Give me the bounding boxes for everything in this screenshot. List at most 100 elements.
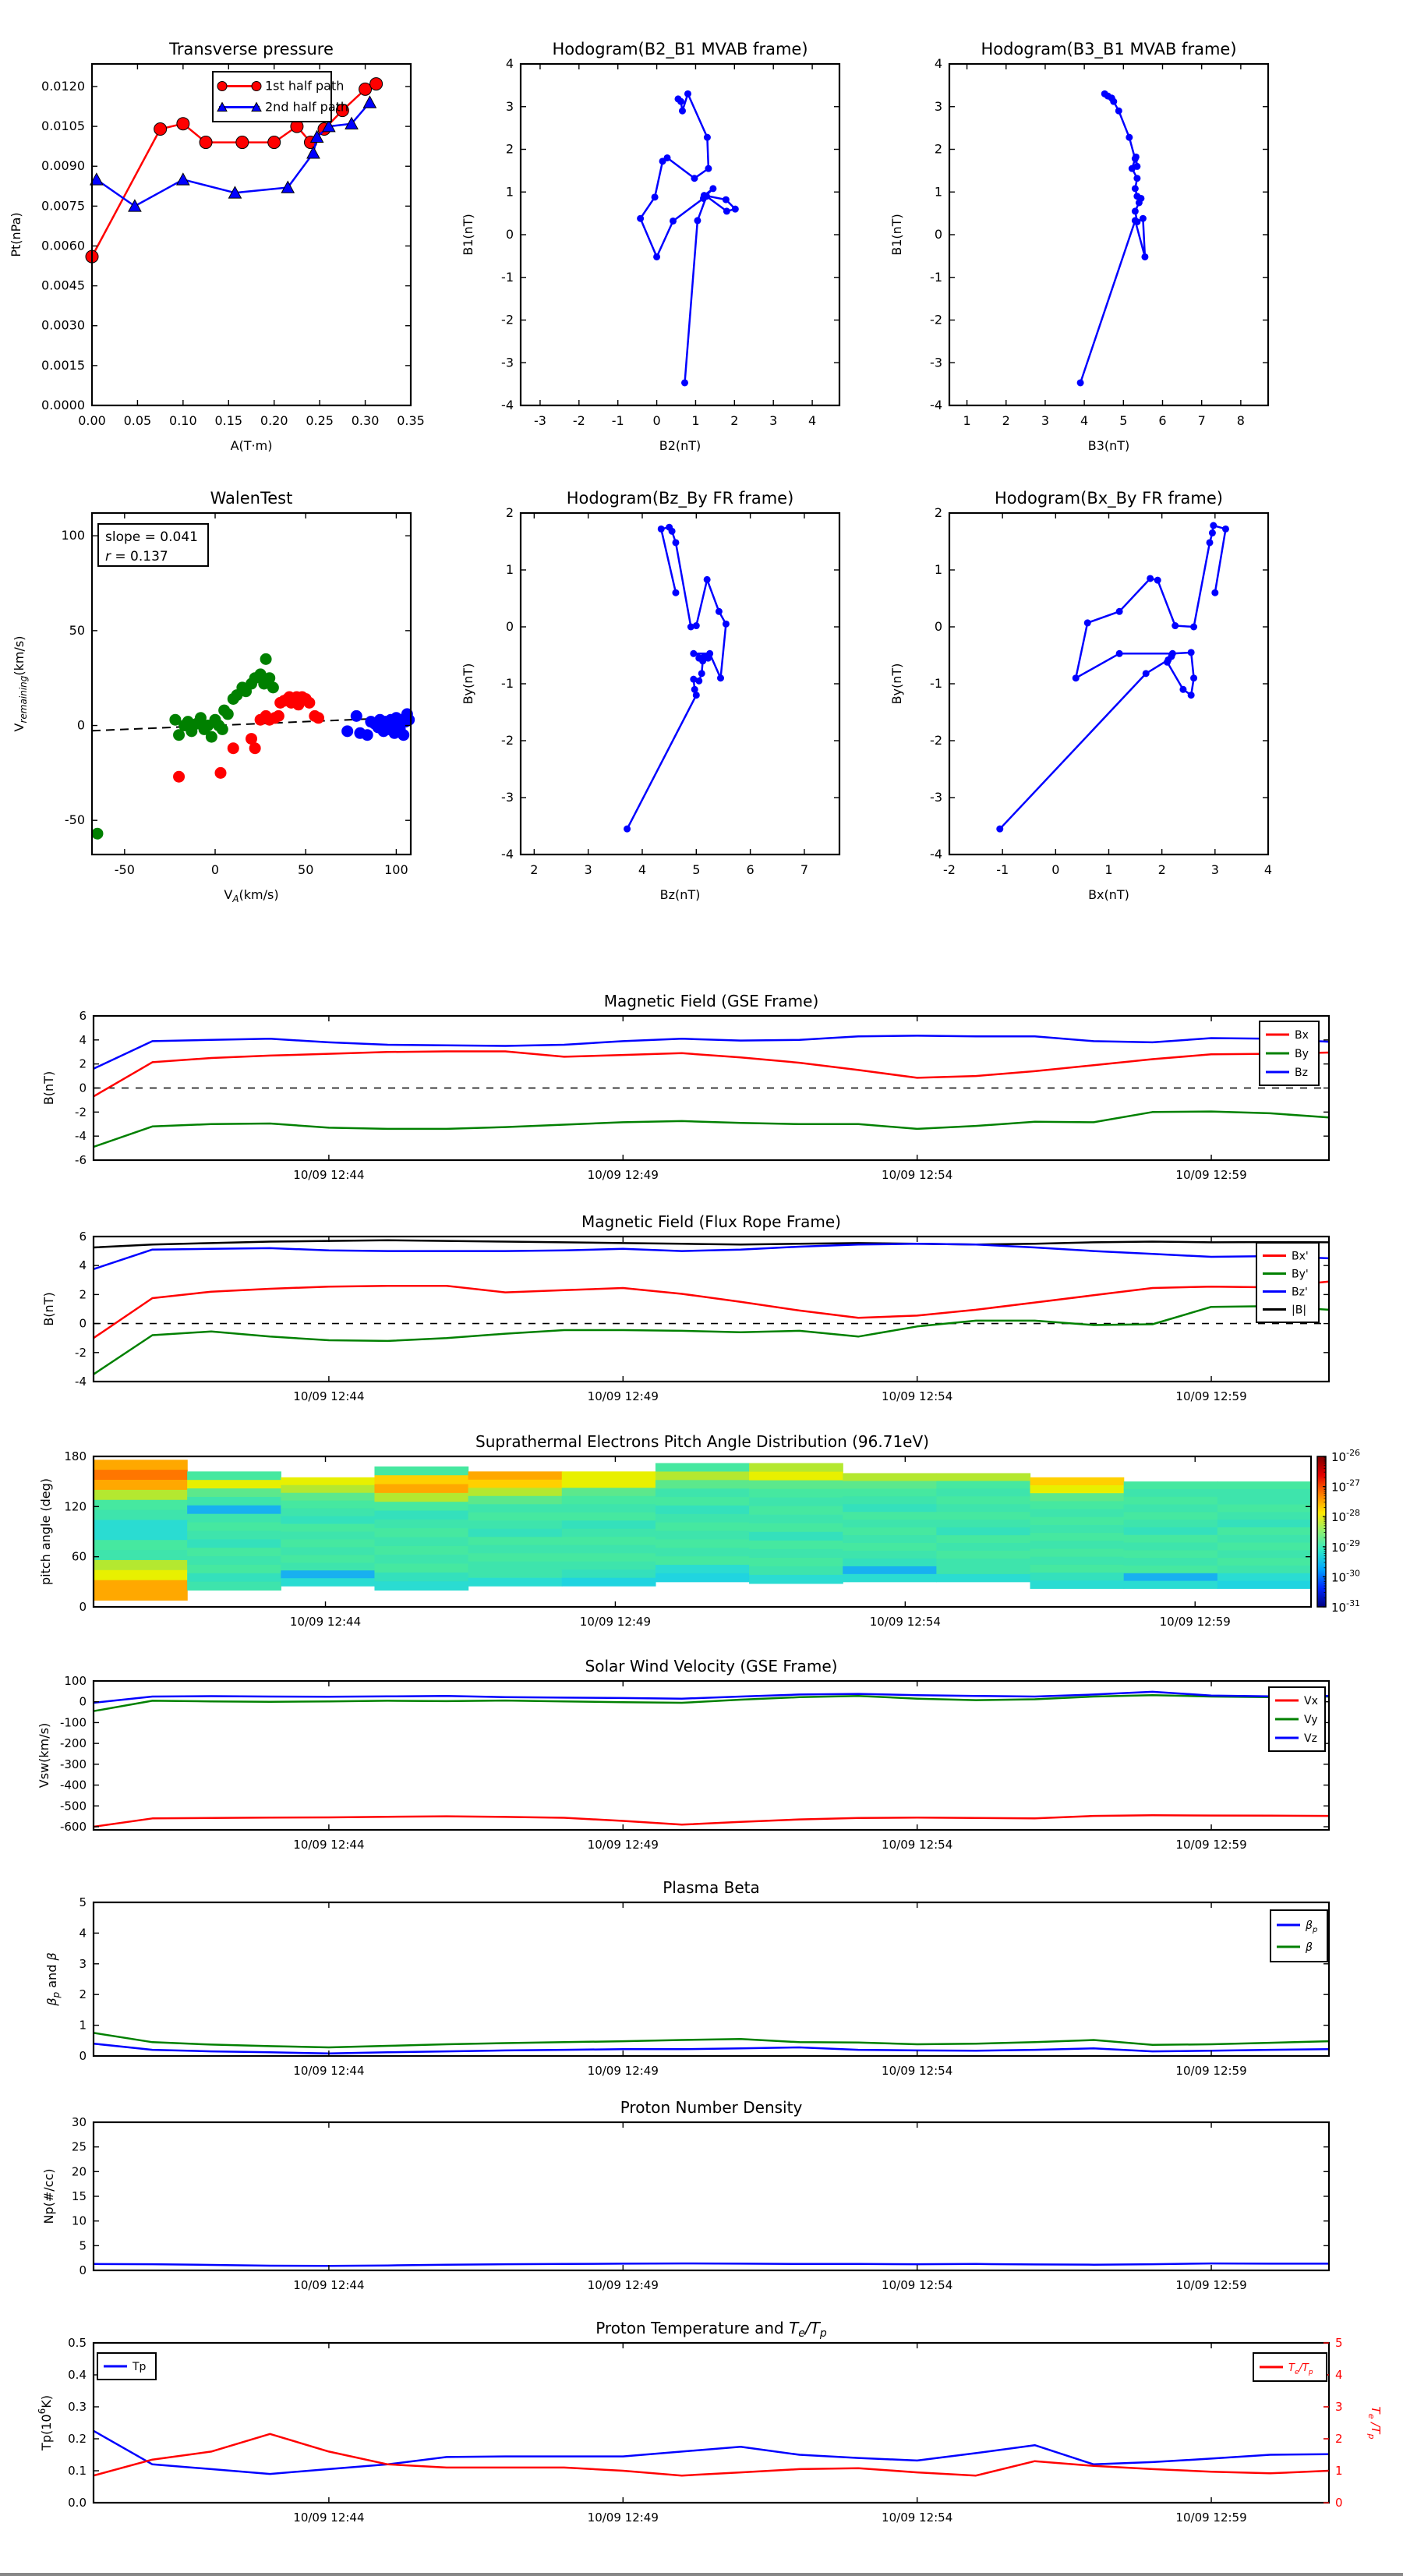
svg-text:Bx': Bx' bbox=[1292, 1251, 1309, 1263]
heatmap-cell bbox=[1123, 1558, 1218, 1566]
svg-text:10/09 12:44: 10/09 12:44 bbox=[293, 1389, 364, 1403]
heatmap-cell bbox=[655, 1573, 750, 1583]
heatmap-cell bbox=[94, 1540, 188, 1551]
svg-text:10-26: 10-26 bbox=[1331, 1448, 1360, 1464]
svg-text:0: 0 bbox=[79, 2049, 87, 2063]
heatmap-cell bbox=[1217, 1512, 1312, 1520]
heatmap-cell bbox=[1217, 1573, 1312, 1582]
svg-text:0: 0 bbox=[211, 862, 219, 877]
svg-text:2: 2 bbox=[1002, 413, 1010, 428]
heatmap-cell bbox=[1030, 1533, 1125, 1541]
svg-text:0.0090: 0.0090 bbox=[41, 158, 85, 173]
svg-text:180: 180 bbox=[64, 1449, 87, 1463]
heatmap-cell bbox=[281, 1508, 376, 1517]
series-markers-B3_B1 path bbox=[1076, 90, 1149, 387]
svg-text:4: 4 bbox=[1080, 413, 1088, 428]
svg-text:100: 100 bbox=[384, 862, 408, 877]
svg-text:4: 4 bbox=[1264, 862, 1272, 877]
heatmap-cell bbox=[94, 1520, 188, 1530]
heatmap-cell bbox=[94, 1590, 188, 1601]
heatmap-cell bbox=[1123, 1488, 1218, 1498]
heatmap-cell bbox=[655, 1565, 750, 1574]
heatmap-cell bbox=[561, 1479, 656, 1488]
svg-text:-2: -2 bbox=[75, 1105, 87, 1119]
svg-text:0: 0 bbox=[79, 2263, 87, 2277]
svg-text:10/09 12:54: 10/09 12:54 bbox=[882, 1389, 952, 1403]
svg-text:4: 4 bbox=[1335, 2368, 1343, 2382]
panel-magnetic-field-fr: 10/09 12:44 10/09 12:49 10/09 12:54 10/09 1… bbox=[41, 1212, 1331, 1403]
series-markers-Bx_By path bbox=[996, 522, 1229, 833]
y-axis-label: B(nT) bbox=[41, 1071, 56, 1105]
svg-text:6: 6 bbox=[1158, 413, 1166, 428]
svg-text:-4: -4 bbox=[930, 847, 942, 862]
heatmap-cell bbox=[94, 1489, 188, 1501]
svg-text:5: 5 bbox=[79, 2238, 87, 2252]
svg-text:10-30: 10-30 bbox=[1331, 1568, 1360, 1584]
svg-text:1: 1 bbox=[935, 562, 942, 577]
heatmap-cell bbox=[1030, 1493, 1125, 1502]
svg-text:1: 1 bbox=[1335, 2464, 1343, 2478]
svg-text:-2: -2 bbox=[501, 313, 514, 327]
heatmap-cell bbox=[1123, 1512, 1218, 1520]
svg-text:2nd half path: 2nd half path bbox=[265, 100, 348, 115]
heatmap-cell bbox=[561, 1537, 656, 1546]
heatmap-cell bbox=[374, 1519, 469, 1529]
heatmap-cell bbox=[843, 1488, 937, 1497]
svg-text:5: 5 bbox=[79, 1895, 87, 1909]
svg-text:r = 0.137: r = 0.137 bbox=[105, 549, 168, 564]
heatmap-cell bbox=[655, 1522, 750, 1532]
heatmap-cell bbox=[843, 1512, 937, 1520]
panel-title: Transverse pressure bbox=[168, 40, 334, 58]
heatmap-cell bbox=[843, 1527, 937, 1536]
heatmap-cell bbox=[749, 1574, 843, 1584]
svg-text:0: 0 bbox=[652, 413, 660, 428]
heatmap-cell bbox=[281, 1516, 376, 1525]
heatmap-cell bbox=[1217, 1481, 1312, 1490]
svg-text:|B|: |B| bbox=[1292, 1304, 1306, 1317]
heatmap-cell bbox=[468, 1545, 563, 1554]
svg-text:10/09 12:44: 10/09 12:44 bbox=[290, 1615, 361, 1629]
heatmap-cell bbox=[187, 1539, 281, 1548]
svg-text:1: 1 bbox=[506, 562, 514, 577]
series-markers-middle interval bbox=[173, 691, 324, 783]
heatmap-cell bbox=[936, 1558, 1031, 1567]
svg-text:βp: βp bbox=[1305, 1920, 1317, 1934]
heatmap-cell bbox=[749, 1480, 843, 1490]
svg-text:-2: -2 bbox=[573, 413, 585, 428]
svg-text:10/09 12:59: 10/09 12:59 bbox=[1175, 1838, 1246, 1852]
heatmap-cell bbox=[468, 1561, 563, 1570]
heatmap-cell bbox=[374, 1492, 469, 1502]
heatmap-cell bbox=[281, 1539, 376, 1548]
svg-text:60: 60 bbox=[72, 1550, 87, 1564]
svg-text:10/09 12:49: 10/09 12:49 bbox=[588, 2278, 659, 2292]
y-axis-label: Tp(106K) bbox=[37, 2395, 54, 2451]
heatmap-cell bbox=[281, 1578, 376, 1587]
panel-pitch-angle-distribution: 10/09 12:44 10/09 12:49 10/09 12:54 10/09 1… bbox=[38, 1432, 1360, 1629]
svg-text:0.4: 0.4 bbox=[68, 2368, 87, 2382]
svg-text:2: 2 bbox=[730, 413, 738, 428]
panel-title: Proton Temperature and Te/Tp bbox=[595, 2319, 827, 2340]
heatmap-cell bbox=[94, 1550, 188, 1561]
heatmap-cell bbox=[374, 1563, 469, 1573]
panel-magnetic-field-gse: 10/09 12:44 10/09 12:49 10/09 12:54 10/09 1… bbox=[41, 992, 1331, 1182]
svg-text:10/09 12:59: 10/09 12:59 bbox=[1175, 1168, 1246, 1182]
heatmap-cell bbox=[1217, 1580, 1312, 1589]
heatmap-cell bbox=[1030, 1501, 1125, 1510]
heatmap-cell bbox=[1123, 1542, 1218, 1551]
heatmap-cell bbox=[1030, 1541, 1125, 1549]
svg-text:0: 0 bbox=[506, 227, 514, 242]
heatmap-cell bbox=[281, 1570, 376, 1579]
panel-title: Hodogram(B3_B1 MVAB frame) bbox=[981, 40, 1236, 59]
svg-text:0: 0 bbox=[1051, 862, 1059, 877]
svg-text:0: 0 bbox=[79, 1317, 87, 1331]
svg-text:10/09 12:44: 10/09 12:44 bbox=[293, 2064, 364, 2078]
y-axis-label: B(nT) bbox=[41, 1292, 56, 1325]
svg-text:0.3: 0.3 bbox=[68, 2400, 87, 2414]
svg-text:10/09 12:44: 10/09 12:44 bbox=[293, 1168, 364, 1182]
heatmap-cell bbox=[1217, 1520, 1312, 1528]
svg-text:10-28: 10-28 bbox=[1331, 1508, 1360, 1524]
axes-frame bbox=[92, 2341, 1331, 2504]
svg-text:2: 2 bbox=[935, 142, 942, 157]
heatmap-cell bbox=[843, 1573, 937, 1583]
svg-text:10/09 12:49: 10/09 12:49 bbox=[588, 2511, 659, 2525]
